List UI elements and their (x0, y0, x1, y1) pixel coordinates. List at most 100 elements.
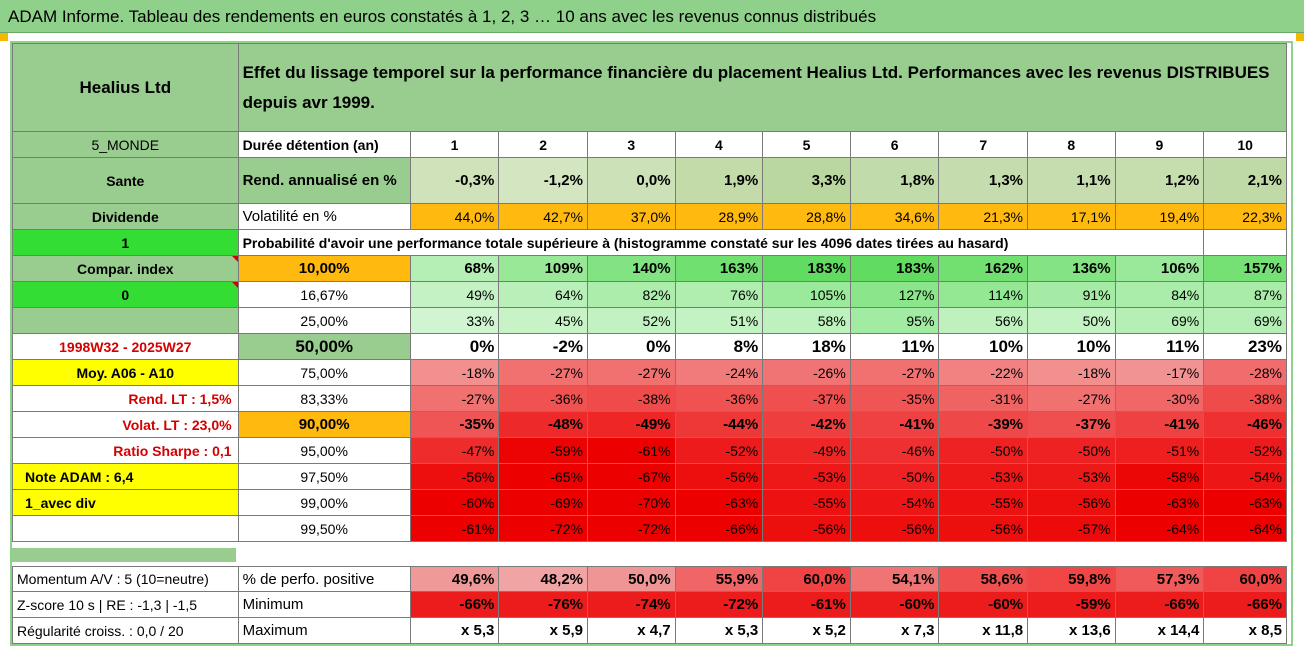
percentile-row: Volat. LT : 23,0% 90,00% -35% -48% -49% -44% -… (12, 411, 1287, 438)
return-value: 0,0% (586, 157, 676, 204)
positive-perf-label: % de perfo. positive (237, 566, 411, 592)
year-header: 5 (762, 131, 851, 158)
blank-cell (12, 307, 239, 334)
percentile-value: 127% (849, 281, 940, 308)
percentile-value: -54% (849, 489, 940, 516)
percentile-value: -64% (1114, 515, 1205, 542)
year-header: 2 (498, 131, 588, 158)
percentile-value: 50% (1027, 307, 1116, 334)
percentile-value: -55% (762, 489, 851, 516)
percentile-value: -46% (849, 437, 940, 464)
volatility-row: Dividende Volatilité en % 44,0% 42,7% 37,0% 2… (12, 203, 1287, 230)
maximum-label: Maximum (237, 617, 411, 644)
percentile-row: Compar. index 10,00% 68% 109% 140% 163% 183% 18… (12, 255, 1287, 282)
percentile-value: 23% (1203, 333, 1287, 360)
minimum-value: -61% (762, 591, 851, 618)
percentile-value: -64% (1203, 515, 1287, 542)
dividend-mode: 1_avec div (12, 489, 239, 516)
volatility-value: 21,3% (938, 203, 1029, 230)
percentile-value: -59% (498, 437, 588, 464)
percentile-value: 51% (674, 307, 764, 334)
percentile-value: 162% (938, 255, 1029, 282)
percentile-value: -46% (1203, 411, 1287, 438)
percentile-value: 10% (938, 333, 1029, 360)
percentile-value: -28% (1203, 359, 1287, 386)
percentile-label: 10,00% (237, 255, 411, 282)
minimum-value: -60% (938, 591, 1029, 618)
percentile-value: -56% (938, 515, 1029, 542)
return-value: 3,3% (762, 157, 851, 204)
positive-perf-value: 58,6% (938, 566, 1029, 592)
percentile-label: 25,00% (237, 307, 411, 334)
years-row: 5_MONDE Durée détention (an) 1 2 3 4 5 6 7 8 9 10 (12, 131, 1287, 158)
percentile-value: -35% (409, 411, 500, 438)
return-value: 2,1% (1203, 157, 1287, 204)
return-value: 1,8% (849, 157, 940, 204)
percentile-value: -30% (1114, 385, 1205, 412)
percentile-row: 99,50% -61% -72% -72% -66% -56% -56% -56% -57% -6… (12, 515, 1287, 542)
percentile-value: 0% (586, 333, 676, 360)
minimum-label: Minimum (237, 591, 411, 618)
probability-heading: Probabilité d'avoir une performance tota… (237, 229, 1205, 256)
percentile-value: -26% (762, 359, 851, 386)
average-label: Moy. A06 - A10 (12, 359, 239, 386)
percentile-value: 69% (1114, 307, 1205, 334)
percentile-value: -50% (938, 437, 1029, 464)
percentile-value: 84% (1114, 281, 1205, 308)
percentile-value: -72% (498, 515, 588, 542)
percentile-value: 49% (409, 281, 500, 308)
adam-score: Note ADAM : 6,4 (12, 463, 239, 490)
period-label: 1998W32 - 2025W27 (12, 333, 239, 360)
percentile-label: 90,00% (237, 411, 411, 438)
separator-strip (12, 548, 236, 562)
percentile-value: -36% (498, 385, 588, 412)
percentile-label: 83,33% (237, 385, 411, 412)
percentile-value: 163% (674, 255, 764, 282)
percentile-value: -27% (498, 359, 588, 386)
percentile-value: -56% (762, 515, 851, 542)
percentile-row: 25,00% 33% 45% 52% 51% 58% 95% 56% 50% 69% 69% (12, 307, 1287, 334)
percentile-value: -56% (1027, 489, 1116, 516)
percentile-value: -24% (674, 359, 764, 386)
year-header: 3 (586, 131, 676, 158)
percentile-value: 105% (762, 281, 851, 308)
percentile-row: Rend. LT : 1,5% 83,33% -27% -36% -38% -36% -37… (12, 385, 1287, 412)
return-label: Rend. annualisé en % (237, 157, 411, 204)
return-value: 1,9% (674, 157, 764, 204)
volatility-value: 28,9% (674, 203, 764, 230)
positive-perf-row: Momentum A/V : 5 (10=neutre)% de perfo. … (12, 566, 1287, 592)
percentile-value: 183% (762, 255, 851, 282)
percentile-value: -51% (1114, 437, 1205, 464)
percentile-value: -61% (586, 437, 676, 464)
percentile-label: 99,00% (237, 489, 411, 516)
percentile-value: 58% (762, 307, 851, 334)
percentile-value: 136% (1027, 255, 1116, 282)
percentile-value: -57% (1027, 515, 1116, 542)
summary-table: Momentum A/V : 5 (10=neutre)% de perfo. … (12, 566, 1287, 644)
flag-zero: 0 (12, 281, 239, 308)
percentile-value: -60% (409, 489, 500, 516)
percentile-value: -42% (762, 411, 851, 438)
percentile-value: -52% (1203, 437, 1287, 464)
year-header: 1 (409, 131, 500, 158)
positive-perf-value: 60,0% (1203, 566, 1287, 592)
percentile-value: -47% (409, 437, 500, 464)
percentile-value: 140% (586, 255, 676, 282)
zscore-label: Z-score 10 s | RE : -1,3 | -1,5 (12, 591, 239, 618)
percentile-value: -2% (498, 333, 588, 360)
percentile-value: -56% (849, 515, 940, 542)
return-value: 1,3% (938, 157, 1029, 204)
corner-marker-icon (0, 33, 8, 41)
blank-cell (12, 515, 239, 542)
percentile-value: -50% (1027, 437, 1116, 464)
percentile-value: 69% (1203, 307, 1287, 334)
minimum-value: -66% (1114, 591, 1205, 618)
percentile-row: Moy. A06 - A10 75,00% -18% -27% -27% -24% -26%… (12, 359, 1287, 386)
percentile-value: -37% (1027, 411, 1116, 438)
positive-perf-value: 57,3% (1114, 566, 1205, 592)
percentile-value: 109% (498, 255, 588, 282)
percentile-value: -37% (762, 385, 851, 412)
percentile-value: -18% (409, 359, 500, 386)
volatility-value: 34,6% (849, 203, 940, 230)
return-value: -1,2% (498, 157, 588, 204)
